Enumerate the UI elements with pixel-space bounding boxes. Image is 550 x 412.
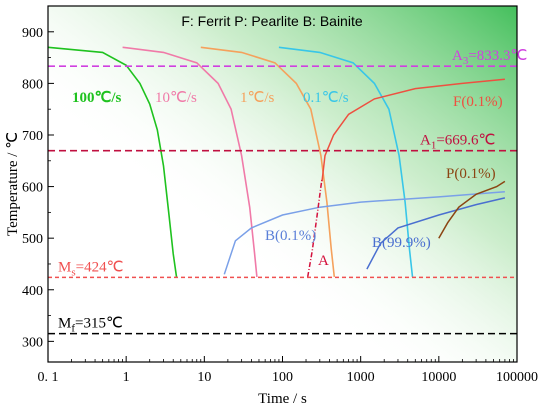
plot-background xyxy=(48,6,517,362)
y-tick-label: 300 xyxy=(22,335,43,350)
annotations: A3=833.3℃ A1=669.6℃ Ms=424℃ Mf=315℃ 100℃/s 10… xyxy=(58,48,527,334)
legend-text: F: Ferrit P: Pearlite B: Bainite xyxy=(181,13,362,29)
cooling-curve-0-1-s xyxy=(278,46,414,277)
y-tick-label: 700 xyxy=(22,129,43,144)
cooling-curve-1-s xyxy=(200,46,336,277)
x-tick-label: 1000 xyxy=(347,370,375,385)
x-tick-label: 10 xyxy=(197,370,211,385)
transformation-label-f-0-1: F(0.1%) xyxy=(453,94,503,110)
cooling-label-0-1-s: 0.1℃/s xyxy=(303,90,349,106)
transformation-curve-p-0-1 xyxy=(438,180,506,239)
cooling-label-10-s: 10℃/s xyxy=(155,90,197,106)
y-tick-label: 900 xyxy=(22,26,43,41)
y-tick-label: 800 xyxy=(22,77,43,92)
cooling-label-1-s: 1℃/s xyxy=(240,90,275,106)
y-axis-title: Temperature / ℃ xyxy=(5,132,21,236)
reference-label-a1-669-6: A1=669.6℃ xyxy=(420,133,495,152)
cooling-curve-100-s xyxy=(48,46,178,278)
y-tick-label: 500 xyxy=(22,232,43,247)
transformation-label-b-0-1: B(0.1%) xyxy=(265,228,316,244)
x-axis-title: Time / s xyxy=(258,391,307,407)
reference-lines-layer xyxy=(48,65,517,335)
reference-label-a3-833-3: A3=833.3℃ xyxy=(452,48,527,67)
transformation-curve-a xyxy=(306,178,323,278)
y-tick-label: 600 xyxy=(22,181,43,196)
x-tick-label: 0. 1 xyxy=(38,370,59,385)
transformation-curve-b-0-1 xyxy=(223,190,505,275)
transformation-curve-f-0-1 xyxy=(321,78,505,182)
transformation-label-p-0-1: P(0.1%) xyxy=(446,166,496,182)
x-tick-label: 100000 xyxy=(496,370,538,385)
x-tick-label: 10000 xyxy=(421,370,456,385)
reference-label-mf-315: Mf=315℃ xyxy=(58,316,123,335)
cooling-curve-10-s xyxy=(122,46,258,277)
reference-label-ms-424: Ms=424℃ xyxy=(58,259,123,278)
x-tick-label: 100 xyxy=(272,370,293,385)
y-tick-label: 400 xyxy=(22,284,43,299)
axis-ticks: 0. 1 1 10 100 1000 10000 100000 300 400 500 600 700… xyxy=(22,26,538,385)
cooling-label-100-s: 100℃/s xyxy=(72,90,122,106)
transformation-curve-b-99-9 xyxy=(366,197,506,270)
x-tick-label: 1 xyxy=(123,370,130,385)
transformation-label-b-99-9: B(99.9%) xyxy=(372,235,431,251)
transformation-label-a: A xyxy=(318,253,329,269)
curves-layer xyxy=(48,46,506,278)
